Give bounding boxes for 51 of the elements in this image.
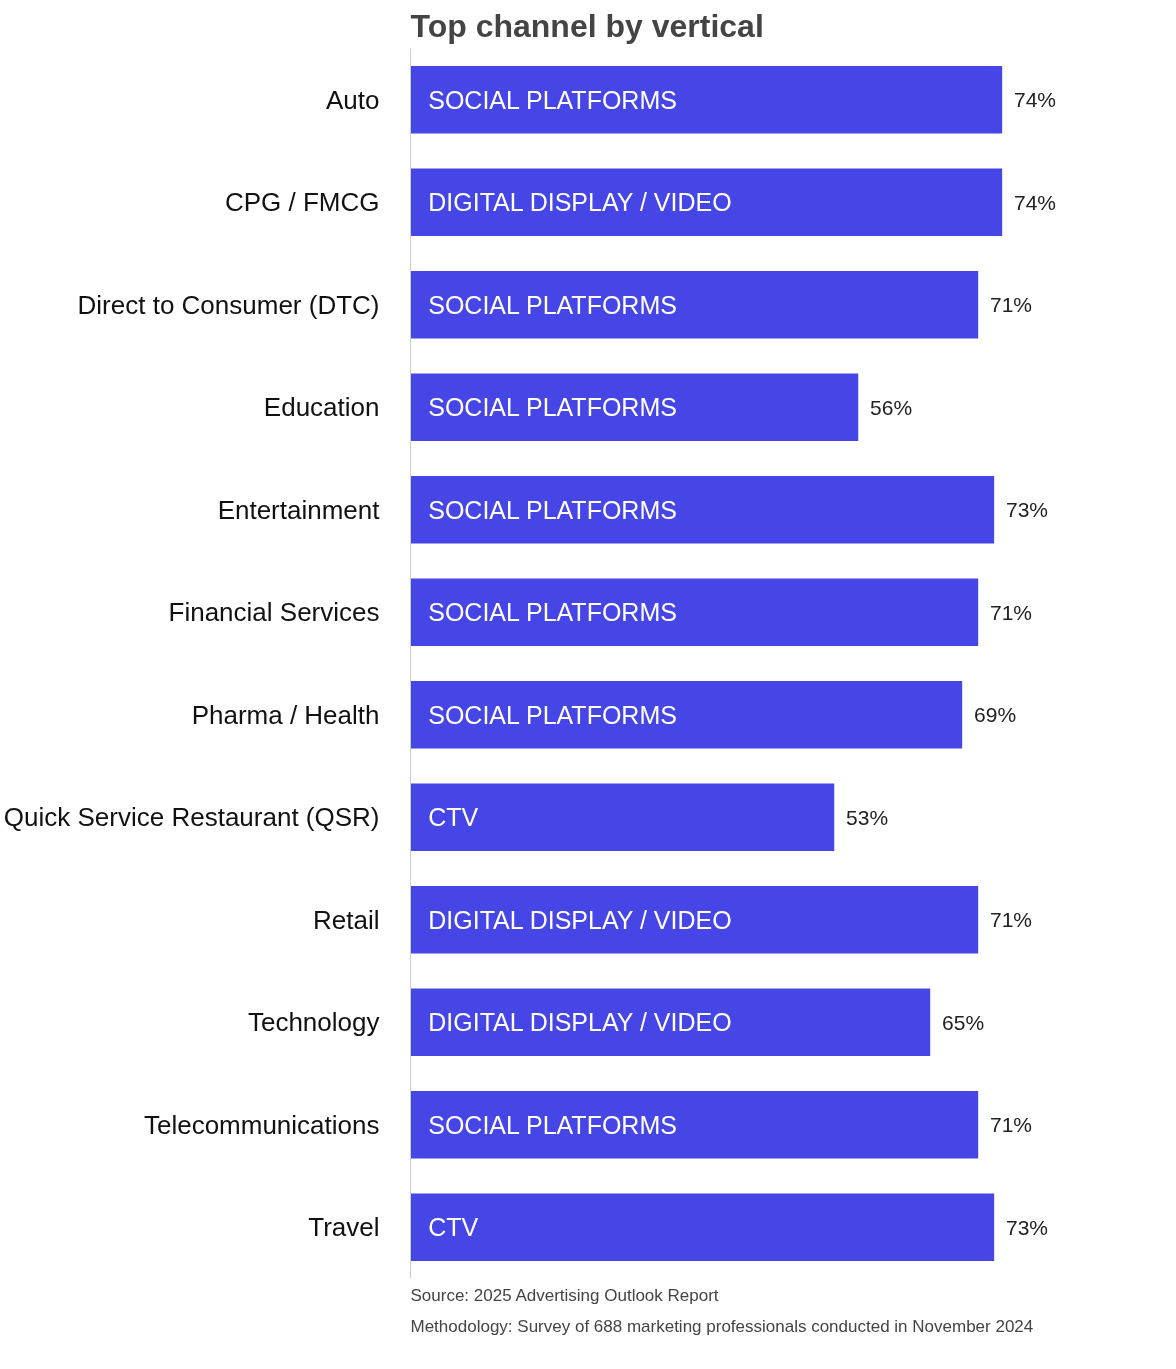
y-tick-label: Direct to Consumer (DTC) (77, 289, 380, 320)
text: SOCIAL PLATFORMS (428, 290, 677, 319)
text: SOCIAL PLATFORMS (428, 393, 677, 422)
bar (410, 1193, 995, 1262)
bar (410, 1090, 979, 1159)
data-label: 71% (990, 293, 1033, 317)
series-label: CTV (428, 803, 479, 832)
source-note: Source: 2025 Advertising Outlook Report (410, 1285, 719, 1305)
y-tick-label: Education (263, 392, 380, 423)
bar (410, 783, 835, 852)
y-tick-label: Travel (308, 1212, 380, 1243)
data-label: 71% (990, 1113, 1033, 1137)
y-tick-label: Pharma / Health (191, 699, 380, 730)
bar (410, 578, 979, 647)
text: DIGITAL DISPLAY / VIDEO (428, 905, 732, 934)
data-label: 73% (1006, 498, 1049, 522)
text: SOCIAL PLATFORMS (428, 598, 677, 627)
data-label: 73% (1006, 1215, 1049, 1239)
y-tick-label: Entertainment (217, 494, 381, 525)
bar (410, 988, 931, 1057)
text: SOCIAL PLATFORMS (428, 700, 677, 729)
bar (410, 885, 979, 954)
text: SOCIAL PLATFORMS (428, 495, 677, 524)
y-tick-label: Quick Service Restaurant (QSR) (3, 802, 380, 833)
y-tick-label: Technology (247, 1007, 380, 1038)
y-tick-label: CPG / FMCG (224, 187, 380, 218)
text: Methodology: Survey of 688 marketing professionals conducted in November 2024 (410, 1316, 1034, 1336)
data-label: 74% (1014, 88, 1057, 112)
data-label: 74% (1014, 190, 1057, 214)
bar (410, 168, 1003, 237)
series-label: DIGITAL DISPLAY / VIDEO (428, 188, 732, 217)
bar (410, 373, 859, 442)
text: DIGITAL DISPLAY / VIDEO (428, 1008, 732, 1037)
bar (410, 270, 979, 339)
data-label: 53% (846, 805, 889, 829)
data-label: 69% (974, 703, 1017, 727)
y-tick-label: Telecommunications (143, 1109, 380, 1140)
data-label: 71% (990, 908, 1033, 932)
text: CTV (428, 1213, 479, 1242)
data-label: 65% (942, 1010, 985, 1034)
y-tick-label: Retail (313, 904, 380, 935)
series-label: SOCIAL PLATFORMS (428, 85, 677, 114)
y-tick-label: Financial Services (168, 597, 380, 628)
y-tick-label: Auto (326, 84, 380, 115)
bar (410, 65, 1003, 134)
bar (410, 475, 995, 544)
data-label: 56% (870, 395, 913, 419)
bar (410, 680, 963, 749)
data-label: 71% (990, 600, 1033, 624)
text: SOCIAL PLATFORMS (428, 1110, 677, 1139)
chart-title: Top channel by vertical (410, 7, 764, 44)
